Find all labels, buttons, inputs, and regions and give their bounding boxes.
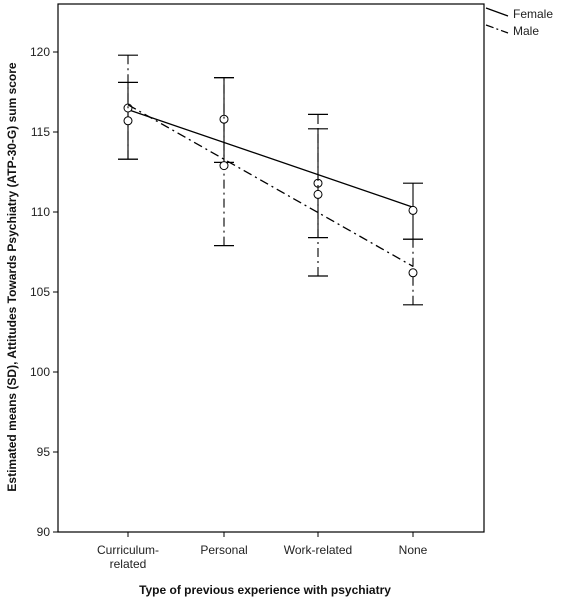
x-tick-label: None [399,543,428,557]
legend-label-male: Male [513,24,539,38]
data-point [219,114,229,124]
y-tick-label: 115 [31,125,50,139]
y-tick-label: 100 [30,365,50,379]
data-point [219,161,229,171]
y-axis: 90 95 100 105 110 115 120 [30,45,58,539]
y-axis-title: Estimated means (SD), Attitudes Towards … [5,62,19,492]
series-male [118,54,423,306]
data-point [123,116,133,126]
y-tick-label: 110 [31,205,50,219]
x-tick-label: Personal [200,543,247,557]
x-tick-label: Work-related [284,543,352,557]
legend-symbol-female [485,7,509,17]
fit-line-female [127,108,414,208]
legend-label-female: Female [513,7,553,21]
data-point [313,189,323,199]
x-axis: Curriculum-related Personal Work-related No… [97,532,428,571]
legend-symbol-male [485,24,509,34]
x-axis-title: Type of previous experience with psychia… [139,583,391,597]
y-tick-label: 90 [37,525,51,539]
x-tick-label: Curriculum-related [97,543,159,571]
y-tick-label: 95 [37,445,51,459]
data-point [408,205,418,215]
data-point [408,268,418,278]
legend: Female Male [485,7,553,38]
plot-area-border [57,3,485,533]
fit-line-male [127,104,414,267]
y-tick-label: 120 [30,45,50,59]
series-female [118,76,423,240]
y-tick-label: 105 [30,285,50,299]
plot-frame [57,3,485,533]
series-group [118,54,423,306]
